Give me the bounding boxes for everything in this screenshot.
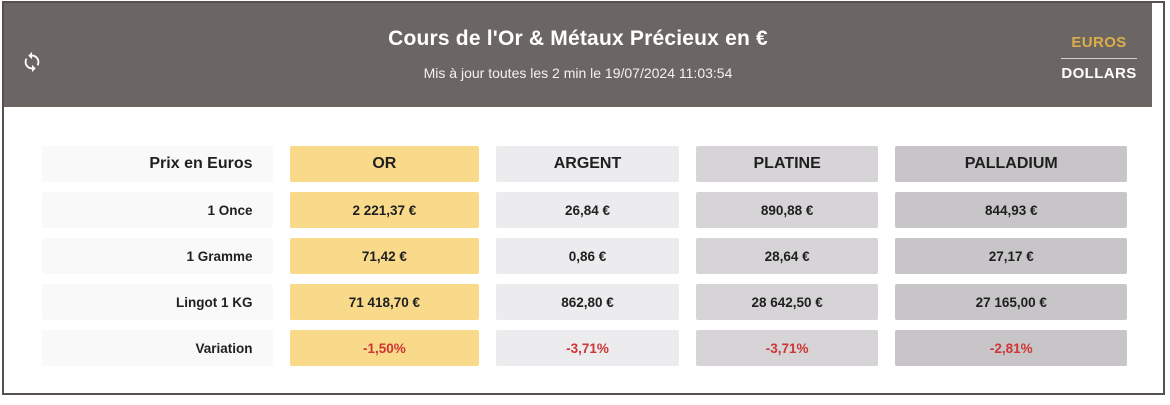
gold-price-widget: Cours de l'Or & Métaux Précieux en € Mis… — [2, 1, 1165, 395]
row-label-gramme: 1 Gramme — [42, 238, 273, 274]
page-title: Cours de l'Or & Métaux Précieux en € — [388, 27, 768, 50]
argent-variation-value: -3,71% — [496, 330, 679, 366]
currency-toggle: EUROS DOLLARS — [1059, 34, 1139, 82]
palladium-lingot-value: 27 165,00 € — [895, 284, 1127, 320]
currency-option-dollars[interactable]: DOLLARS — [1061, 65, 1137, 82]
palladium-variation-value: -2,81% — [895, 330, 1127, 366]
argent-gramme-value: 0,86 € — [496, 238, 679, 274]
palladium-once-value: 844,93 € — [895, 192, 1127, 228]
header-titles: Cours de l'Or & Métaux Précieux en € Mis… — [4, 27, 1152, 81]
table-corner-label: Prix en Euros — [42, 146, 273, 182]
palladium-gramme-value: 27,17 € — [895, 238, 1127, 274]
row-label-lingot: Lingot 1 KG — [42, 284, 273, 320]
argent-once-value: 26,84 € — [496, 192, 679, 228]
column-header-argent: ARGENT — [496, 146, 679, 182]
refresh-sync-icon — [21, 51, 43, 76]
currency-option-euros[interactable]: EUROS — [1071, 34, 1127, 51]
row-label-variation: Variation — [42, 330, 273, 366]
widget-header: Cours de l'Or & Métaux Précieux en € Mis… — [4, 3, 1152, 107]
argent-lingot-value: 862,80 € — [496, 284, 679, 320]
row-label-once: 1 Once — [42, 192, 273, 228]
platine-once-value: 890,88 € — [695, 192, 879, 228]
refresh-button[interactable] — [19, 50, 45, 76]
or-lingot-value: 71 418,70 € — [289, 284, 480, 320]
platine-gramme-value: 28,64 € — [695, 238, 879, 274]
last-updated-text: Mis à jour toutes les 2 min le 19/07/202… — [423, 65, 733, 81]
column-header-palladium: PALLADIUM — [895, 146, 1127, 182]
price-table: Prix en Euros OR ARGENT PLATINE PALLADIU… — [42, 146, 1127, 366]
currency-toggle-divider — [1061, 58, 1137, 59]
or-gramme-value: 71,42 € — [289, 238, 480, 274]
platine-lingot-value: 28 642,50 € — [695, 284, 879, 320]
column-header-platine: PLATINE — [695, 146, 879, 182]
column-header-or: OR — [289, 146, 480, 182]
or-once-value: 2 221,37 € — [289, 192, 480, 228]
or-variation-value: -1,50% — [289, 330, 480, 366]
platine-variation-value: -3,71% — [695, 330, 879, 366]
